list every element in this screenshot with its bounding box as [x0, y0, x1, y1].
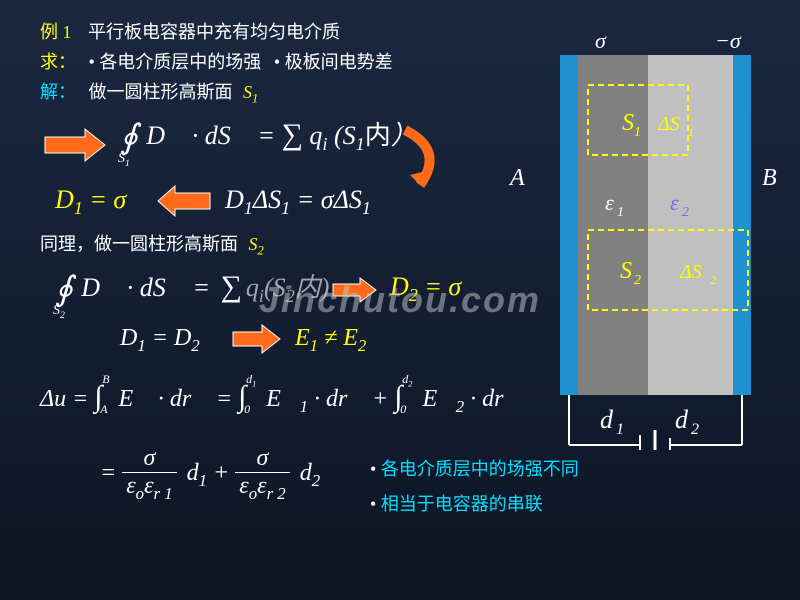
arrow-icon2	[230, 322, 285, 356]
equation-5b: E1 ≠ E2	[295, 325, 366, 356]
jie-label: 解：	[40, 82, 76, 102]
equation-2: D1 = σ	[55, 185, 126, 219]
svg-text:2: 2	[691, 421, 699, 438]
equation-5: D1 = D2	[120, 325, 200, 356]
svg-text:d: d	[675, 405, 689, 434]
svg-text:2: 2	[710, 273, 716, 287]
question-line: 求： • 各电介质层中的场强 • 极板间电势差	[40, 48, 393, 74]
B-label: B	[762, 165, 777, 192]
svg-text:S: S	[620, 258, 632, 284]
curved-arrow-icon	[395, 120, 455, 200]
tongli-text: 同理，做一圆柱形高斯面	[40, 234, 238, 254]
solution-line: 解： 做一圆柱形高斯面 S1	[40, 78, 258, 107]
physics-slide: 例 1 平行板电容器中充有均匀电介质 求： • 各电介质层中的场强 • 极板间电…	[0, 0, 800, 600]
svg-text:σ: σ	[595, 30, 607, 53]
s1-symbol: S1	[243, 82, 258, 102]
svg-text:2: 2	[682, 205, 689, 220]
bullet-line1: • 各电介质层中的场强不同	[370, 455, 579, 481]
bullet1-text: 各电介质层中的场强不同	[381, 459, 579, 479]
jie-text: 做一圆柱形高斯面	[89, 82, 233, 102]
svg-text:ε: ε	[670, 190, 679, 215]
watermark: Jinchutou.com	[259, 279, 541, 321]
svg-text:1: 1	[616, 421, 624, 438]
arrow-left-icon	[155, 183, 215, 219]
equation-final: = σ εoεr 1 d1 + σ εoεr 2 d2	[100, 445, 320, 504]
arrow-icon	[40, 125, 110, 165]
tongli-line: 同理，做一圆柱形高斯面 S2	[40, 230, 264, 259]
equation-du: Δu = ∫BA E⃗ · dr⃗ = ∫d10 E⃗1 · dr⃗ + ∫d2…	[40, 380, 522, 417]
qiu-label: 求：	[40, 52, 76, 72]
bullet-line2: • 相当于电容器的串联	[370, 490, 543, 516]
bullet2-text: 相当于电容器的串联	[381, 494, 543, 514]
svg-text:1: 1	[634, 125, 641, 140]
svg-text:ε: ε	[605, 190, 614, 215]
example-label: 例 1	[40, 22, 72, 42]
svg-text:d: d	[600, 405, 614, 434]
svg-text:1: 1	[617, 205, 624, 220]
qiu-text1: 各电介质层中的场强	[99, 52, 261, 72]
s2-symbol: S2	[249, 234, 264, 254]
svg-text:−σ: −σ	[715, 30, 742, 53]
example-title: 平行板电容器中充有均匀电介质	[88, 22, 340, 42]
qiu-text2: 极板间电势差	[285, 52, 393, 72]
equation-3: D1ΔS1 = σΔS1	[225, 185, 371, 219]
diagram-svg: σ −σ S 1 ΔS 1 ε 1 ε 2 S 2 ΔS 2	[530, 30, 790, 450]
svg-text:S: S	[622, 110, 634, 136]
svg-text:1: 1	[688, 125, 694, 139]
example-header: 例 1 平行板电容器中充有均匀电介质	[40, 18, 340, 44]
svg-text:2: 2	[634, 273, 641, 288]
bullet-dot: •	[89, 52, 95, 72]
capacitor-diagram: σ −σ S 1 ΔS 1 ε 1 ε 2 S 2 ΔS 2	[530, 30, 770, 430]
A-label: A	[510, 165, 525, 192]
equation-1: ∮ S1 D⃗ · dS⃗ = ∑ qi (S1内）	[120, 113, 417, 155]
svg-text:ΔS: ΔS	[657, 113, 680, 135]
bullet-dot2: •	[274, 52, 280, 72]
svg-text:ΔS: ΔS	[679, 261, 702, 283]
